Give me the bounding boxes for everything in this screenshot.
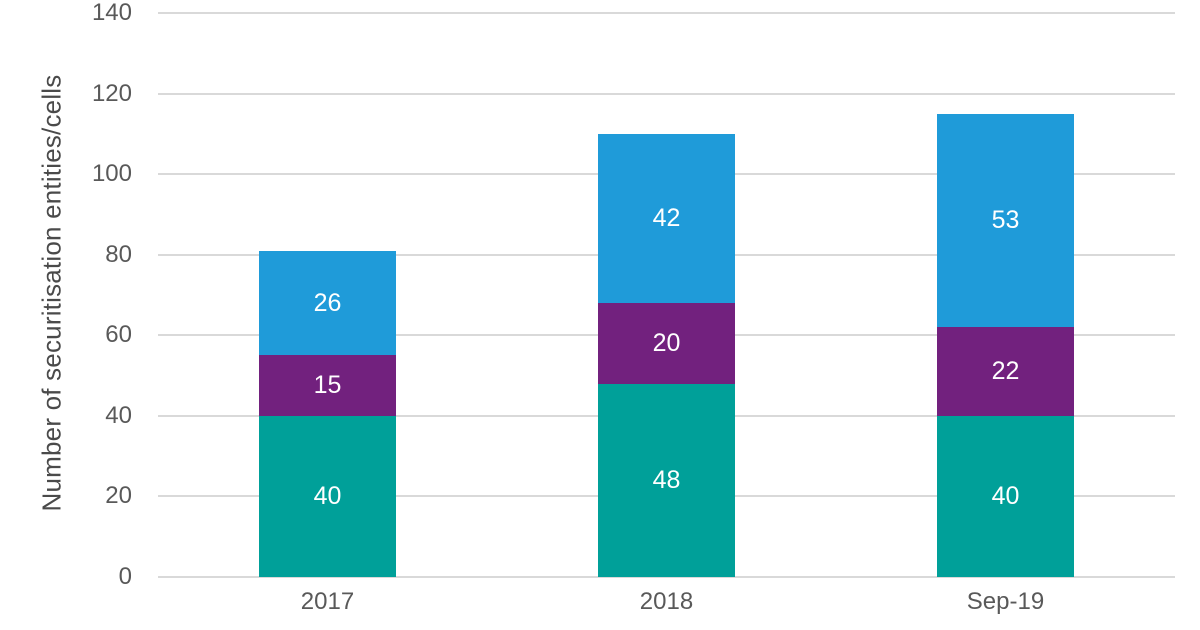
data-label: 40: [313, 481, 342, 510]
gridline: [158, 92, 1175, 95]
gridline: [158, 12, 1175, 14]
bar-segment-purple-middle-segment: 22: [937, 327, 1074, 416]
data-label: 42: [652, 203, 681, 232]
y-tick-label: 0: [118, 563, 132, 590]
bar-segment-teal-bottom-segment: 40: [259, 415, 396, 577]
x-tick-label: Sep-19: [966, 588, 1045, 615]
x-tick-label: 2018: [639, 588, 694, 615]
y-tick-label: 120: [91, 79, 132, 107]
bar-segment-teal-bottom-segment: 48: [598, 383, 735, 577]
bar-segment-purple-middle-segment: 20: [598, 303, 735, 384]
bar-segment-purple-middle-segment: 15: [259, 355, 396, 416]
y-tick-label: 100: [91, 160, 132, 188]
y-tick-label: 40: [105, 401, 132, 429]
bar-segment-blue-top-segment: 42: [598, 133, 735, 304]
data-label: 15: [313, 371, 342, 400]
y-tick-label: 140: [91, 0, 132, 26]
y-tick-label: 20: [105, 482, 132, 510]
data-label: 20: [652, 328, 681, 357]
x-tick-label: 2017: [300, 588, 355, 615]
bar-segment-teal-bottom-segment: 40: [937, 415, 1074, 577]
bar-segment-blue-top-segment: 53: [937, 113, 1074, 328]
data-label: 26: [313, 288, 342, 317]
bar-segment-blue-top-segment: 26: [259, 250, 396, 356]
y-tick-label: 60: [105, 321, 132, 349]
data-label: 22: [991, 357, 1020, 386]
y-tick-label: 80: [105, 240, 132, 268]
y-axis-title: Number of securitisation entities/cells: [36, 74, 67, 512]
data-label: 48: [652, 465, 681, 494]
x-axis-line: [158, 576, 1175, 578]
data-label: 40: [991, 481, 1020, 510]
data-label: 53: [991, 205, 1020, 234]
